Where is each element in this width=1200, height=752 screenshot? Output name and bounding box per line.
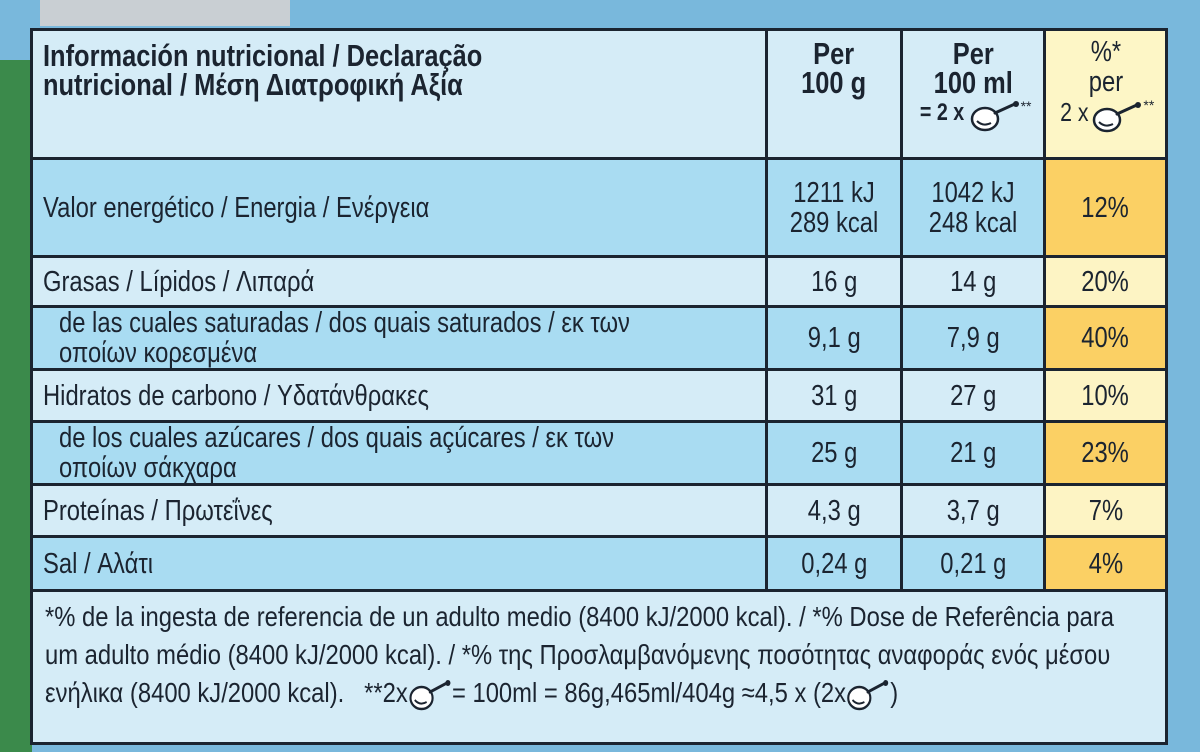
footnote-cell: *% de la ingesta de referencia de un adu…	[30, 589, 1168, 745]
nutrient-row: Valor energético / Energia / Ενέργεια 121…	[30, 157, 1168, 258]
value-cell: 25 g	[765, 420, 903, 486]
pct-cell: 40%	[1043, 305, 1168, 371]
value-cell: 31 g	[765, 368, 903, 423]
label-cell: de las cuales saturadas / dos quais satu…	[30, 305, 768, 371]
footnote-row: *% de la ingesta de referencia de un adu…	[30, 589, 1168, 745]
value-cell: 14 g	[900, 255, 1046, 308]
header-portion: 2 x	[1059, 97, 1089, 127]
value-cell: 9,1 g	[765, 305, 903, 371]
background-photo	[40, 0, 290, 26]
pct-cell: 7%	[1043, 483, 1168, 538]
nutrient-label: Hidratos de carbono / Υδατάνθρακες	[43, 379, 429, 412]
value-cell: 21 g	[900, 420, 1046, 486]
header-cell: Per 100 ml = 2 x **	[900, 28, 1046, 160]
footnote-text: *% de la ingesta de referencia de un adu…	[45, 601, 1115, 708]
spoon-icon	[970, 100, 1019, 132]
value-100ml: 21 g	[949, 437, 997, 469]
label-cell: de los cuales azúcares / dos quais açúca…	[30, 420, 768, 486]
label-cell: Valor energético / Energia / Ενέργεια	[30, 157, 768, 258]
value-cell: 3,7 g	[900, 483, 1046, 538]
value-cell: 4,3 g	[765, 483, 903, 538]
spoon	[408, 677, 452, 710]
background-green	[0, 60, 32, 752]
value-100g: 0,24 g	[800, 547, 868, 580]
value-100g: 1211 kJ 289 kcal	[789, 176, 879, 239]
value-100g: 9,1 g	[807, 322, 861, 354]
footnote-close: )	[890, 677, 899, 708]
value-pct: 12%	[1081, 191, 1130, 224]
pct-cell: 10%	[1043, 368, 1168, 423]
header-title-cell: Información nutricional / Declaração nut…	[30, 28, 768, 160]
header-title: Información nutricional / Declaração nut…	[43, 38, 483, 102]
value-100ml: 3,7 g	[946, 494, 1000, 527]
nutrient-label: de las cuales saturadas / dos quais satu…	[59, 307, 630, 369]
nutrient-label: Sal / Αλάτι	[43, 547, 154, 580]
label-cell: Sal / Αλάτι	[30, 535, 768, 592]
nutrient-label: Valor energético / Energia / Ενέργεια	[43, 191, 430, 224]
header-100g: Per 100 g	[801, 36, 867, 100]
value-100g: 4,3 g	[807, 494, 861, 527]
spoon-icon	[409, 679, 451, 710]
spoon-icon	[847, 679, 889, 710]
header-pct: %* per	[1088, 36, 1123, 98]
value-cell: 0,24 g	[765, 535, 903, 592]
spoon-icon	[1093, 101, 1142, 133]
value-100ml: 14 g	[949, 265, 997, 298]
header-cell: %* per 2 x **	[1043, 28, 1168, 160]
header-note: **	[1020, 98, 1032, 114]
nutrient-row: de los cuales azúcares / dos quais açúca…	[30, 420, 1168, 486]
nutrient-row: Proteínas / Πρωτεΐνες 4,3 g 3,7 g 7%	[30, 483, 1168, 538]
value-100ml: 27 g	[949, 379, 997, 412]
spoon	[1091, 101, 1143, 133]
nutrition-table: Información nutricional / Declaração nut…	[30, 28, 1168, 745]
value-100g: 25 g	[810, 437, 858, 469]
footnote-portion: **2x	[364, 677, 408, 708]
pct-cell: 12%	[1043, 157, 1168, 258]
value-pct: 40%	[1081, 322, 1130, 354]
header-portion: = 2 x	[919, 99, 964, 126]
value-cell: 1211 kJ 289 kcal	[765, 157, 903, 258]
value-cell: 7,9 g	[900, 305, 1046, 371]
label-cell: Grasas / Lípidos / Λιπαρά	[30, 255, 768, 308]
header-note: **	[1143, 97, 1155, 113]
value-100ml: 0,21 g	[939, 547, 1007, 580]
value-pct: 20%	[1081, 265, 1130, 298]
value-cell: 16 g	[765, 255, 903, 308]
label-cell: Proteínas / Πρωτεΐνες	[30, 483, 768, 538]
pct-cell: 23%	[1043, 420, 1168, 486]
label-cell: Hidratos de carbono / Υδατάνθρακες	[30, 368, 768, 423]
nutrient-label: Proteínas / Πρωτεΐνες	[43, 494, 273, 527]
nutrient-label: Grasas / Lípidos / Λιπαρά	[43, 265, 315, 298]
nutrient-row: Grasas / Lípidos / Λιπαρά 16 g 14 g 20%	[30, 255, 1168, 308]
value-pct: 23%	[1081, 437, 1130, 469]
value-cell: 0,21 g	[900, 535, 1046, 592]
nutrient-label: de los cuales azúcares / dos quais açúca…	[59, 422, 615, 484]
value-pct: 4%	[1088, 547, 1123, 580]
value-100ml: 1042 kJ 248 kcal	[928, 176, 1018, 239]
value-cell: 1042 kJ 248 kcal	[900, 157, 1046, 258]
pct-cell: 4%	[1043, 535, 1168, 592]
value-100ml: 7,9 g	[946, 322, 1000, 354]
value-100g: 16 g	[810, 265, 858, 298]
footnote: *% de la ingesta de referencia de un adu…	[45, 598, 1142, 712]
value-cell: 27 g	[900, 368, 1046, 423]
nutrient-row: Hidratos de carbono / Υδατάνθρακες 31 g 27…	[30, 368, 1168, 423]
header-100ml: Per 100 ml	[933, 36, 1013, 100]
value-pct: 10%	[1081, 379, 1130, 412]
nutrient-row: de las cuales saturadas / dos quais satu…	[30, 305, 1168, 371]
spoon	[969, 100, 1021, 132]
value-pct: 7%	[1088, 494, 1123, 527]
pct-cell: 20%	[1043, 255, 1168, 308]
footnote-equivalence: = 100ml = 86g,465ml/404g ≈4,5 x (2x	[451, 677, 847, 708]
value-100g: 31 g	[810, 379, 858, 412]
nutrient-row: Sal / Αλάτι 0,24 g 0,21 g 4%	[30, 535, 1168, 592]
spoon	[846, 677, 890, 710]
header-cell: Per 100 g	[765, 28, 903, 160]
